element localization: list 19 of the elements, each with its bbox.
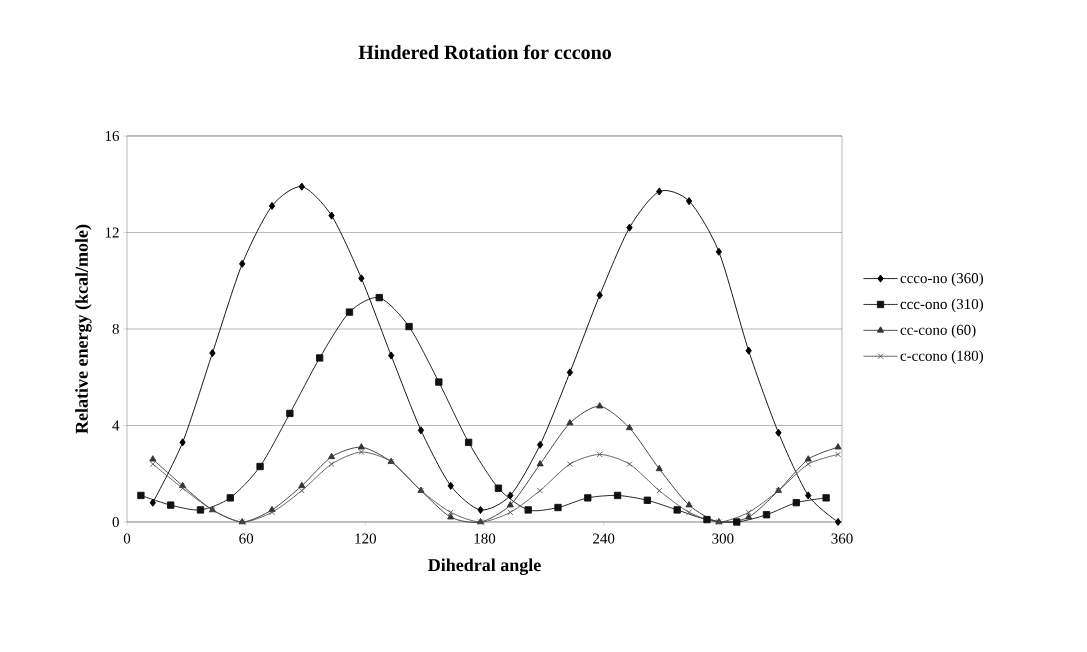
x-tick-label: 120: [355, 533, 377, 544]
y-tick-label: 4: [112, 420, 120, 431]
y-tick-label: 8: [112, 323, 119, 335]
y-tick-label: 0: [112, 516, 119, 528]
x-tick-label: 180: [474, 533, 496, 544]
legend-label: cc-cono (60): [900, 324, 976, 338]
chart-title: Hindered Rotation for cccono: [358, 44, 611, 60]
x-axis-title: Dihedral angle: [428, 558, 541, 575]
y-axis-title: Relative energy (kcal/mole): [75, 224, 92, 434]
x-tick-label: 300: [712, 533, 734, 544]
x-tick-label: 240: [593, 533, 615, 544]
x-tick-label: 360: [831, 533, 853, 544]
legend-label: ccc-ono (310): [900, 298, 984, 313]
y-tick-label: 16: [105, 130, 120, 142]
x-tick-label: 60: [239, 533, 254, 544]
x-tick-label: 0: [123, 533, 131, 544]
legend-label: ccco-no (360): [900, 272, 984, 287]
y-tick-label: 12: [105, 227, 119, 238]
legend-label: c-ccono (180): [900, 350, 984, 364]
